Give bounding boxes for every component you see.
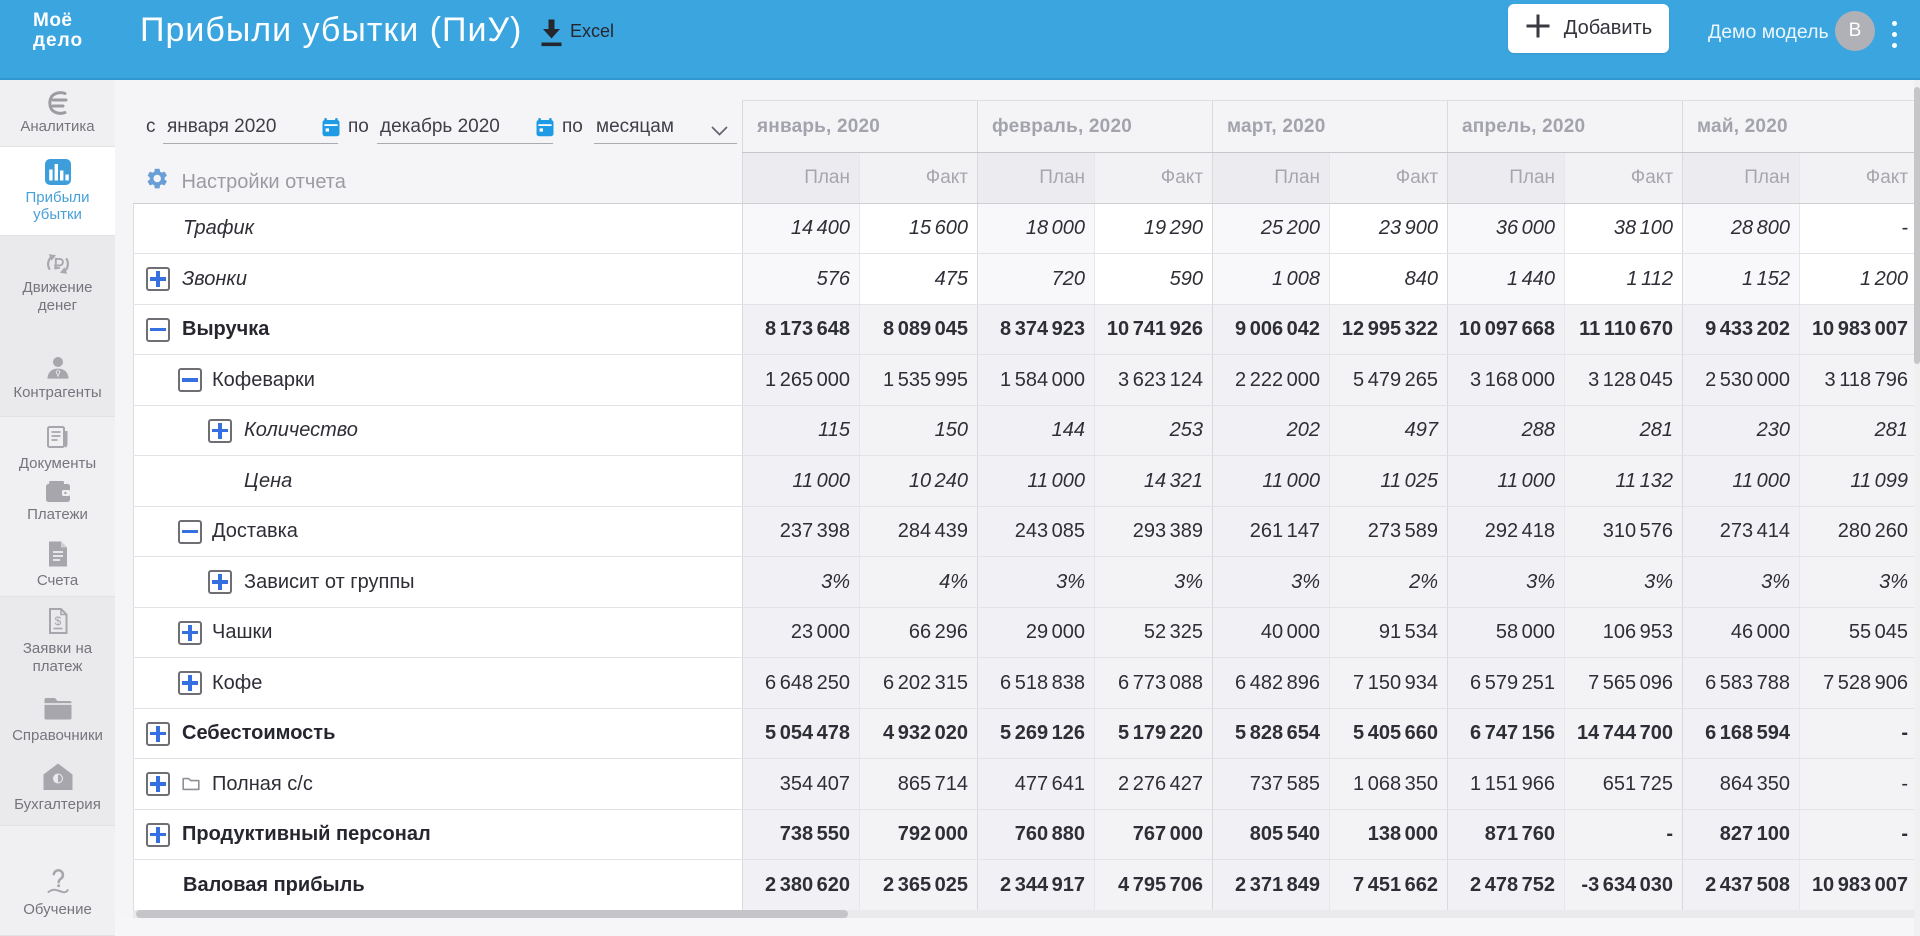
- svg-text:$: $: [54, 614, 61, 628]
